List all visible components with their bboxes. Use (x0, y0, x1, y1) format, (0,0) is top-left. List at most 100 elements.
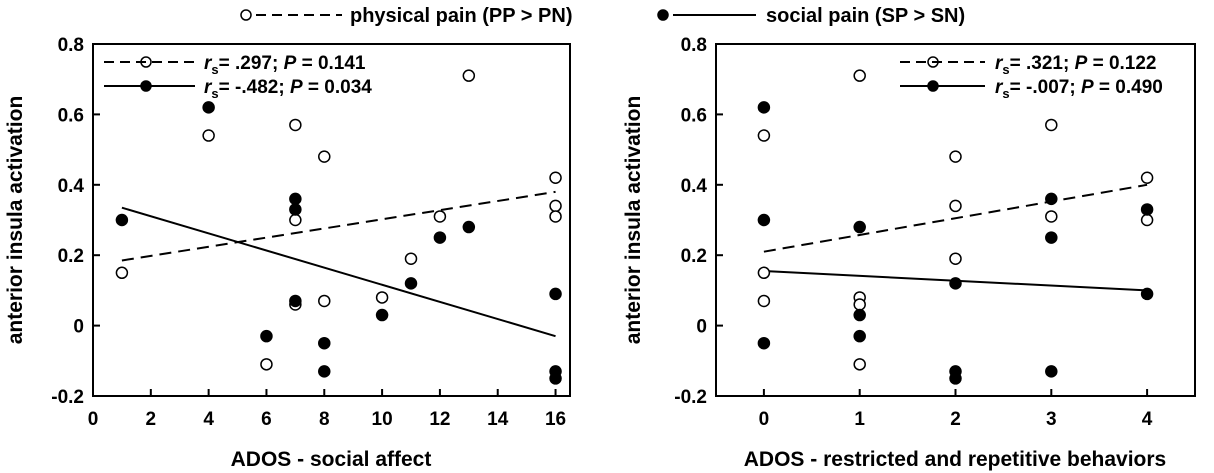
y-tick-label: -0.2 (674, 387, 707, 408)
social-data-point (853, 308, 866, 322)
x-tick-label: 4 (203, 409, 214, 430)
y-axis-title: anterior insula activation (622, 96, 645, 345)
physical-data-point (1140, 171, 1154, 185)
x-tick-label: 12 (429, 409, 450, 430)
physical-data-point (202, 129, 215, 142)
social-data-point (289, 294, 302, 308)
physical-fit-line (121, 190, 556, 262)
social-data-point (549, 287, 562, 301)
physical-data-point (404, 252, 418, 265)
y-tick-label: -0.2 (51, 387, 84, 408)
legend-physical-label: physical pain (PP > PN) (350, 5, 572, 27)
physical-data-point (462, 69, 476, 82)
x-tick-label: 0 (759, 409, 770, 430)
physical-data-point (949, 252, 962, 265)
social-data-point (115, 213, 129, 227)
social-data-point (318, 365, 331, 378)
y-tick-label: 0.6 (681, 105, 707, 126)
physical-data-point (1045, 118, 1058, 132)
chart-social-affect: anterior insula activation ADOS - social… (4, 35, 571, 471)
x-tick-label: 10 (372, 409, 393, 430)
y-tick-label: 0 (73, 317, 84, 338)
x-tick-label: 2 (950, 409, 961, 430)
physical-data-point (757, 266, 771, 280)
social-data-point (949, 372, 962, 385)
legend-physical-marker (240, 9, 252, 21)
stat-physical-r: .321 (1026, 53, 1063, 74)
physical-data-point (549, 210, 562, 223)
social-data-point (462, 220, 476, 234)
physical-data-point (289, 213, 302, 227)
x-axis-title: ADOS - social affect (231, 448, 432, 471)
social-data-point (1045, 192, 1058, 206)
stat-social-r: -.482 (235, 77, 278, 98)
stat-box: rs= .321; P = 0.122 rs= -.007; P = 0.490 (900, 53, 1163, 101)
social-data-point (853, 329, 866, 343)
social-data-point (757, 213, 771, 227)
y-tick-label: 0 (696, 317, 707, 338)
y-tick-label: 0.6 (58, 105, 84, 126)
physical-data-point (318, 294, 331, 308)
physical-data-point (115, 266, 129, 280)
social-data-point (549, 372, 562, 385)
physical-data-point (549, 199, 562, 213)
social-data-point (375, 308, 389, 322)
stat-social-r: -.007 (1026, 77, 1069, 98)
stat-physical-r: .297 (235, 53, 272, 74)
stat-box: rs= .297; P = 0.141 rs= -.482; P = 0.034 (104, 53, 372, 101)
physical-data-point (853, 358, 866, 371)
top-legend: physical pain (PP > PN) social pain (SP … (240, 5, 965, 27)
x-tick-label: 0 (88, 409, 99, 430)
social-data-point (853, 220, 866, 234)
legend-social-label: social pain (SP > SN) (766, 5, 965, 27)
physical-data-point (853, 298, 866, 311)
physical-data-point (260, 358, 273, 371)
social-data-point (757, 336, 771, 350)
social-data-point (260, 329, 273, 343)
physical-data-point (433, 210, 447, 223)
x-tick-label: 8 (319, 409, 330, 430)
x-tick-label: 3 (1046, 409, 1057, 430)
social-data-point (757, 101, 771, 114)
physical-data-point (318, 150, 331, 163)
physical-data-point (289, 118, 302, 132)
social-data-point (289, 203, 302, 216)
social-data-point (433, 231, 447, 244)
social-data-point (1045, 365, 1058, 378)
x-tick-label: 2 (146, 409, 157, 430)
y-tick-label: 0.8 (58, 35, 84, 56)
stat-physical-p: 0.122 (1109, 53, 1157, 74)
stat-social-text: rs= -.007; P = 0.490 (995, 77, 1163, 101)
physical-data-point (949, 150, 962, 163)
physical-data-point (375, 291, 389, 304)
physical-data-point (853, 69, 866, 82)
physical-data-point (757, 129, 771, 142)
x-tick-label: 4 (1142, 409, 1153, 430)
physical-data-point (549, 171, 562, 185)
social-data-point (1045, 231, 1058, 244)
x-tick-label: 14 (487, 409, 509, 430)
x-tick-label: 6 (261, 409, 272, 430)
x-tick-label: 1 (854, 409, 865, 430)
physical-data-point (949, 199, 962, 213)
plot-frame (92, 43, 571, 397)
physical-fit-line (763, 183, 1148, 253)
physical-data-point (757, 294, 771, 308)
physical-data-point (1140, 213, 1154, 227)
social-data-point (1140, 203, 1154, 216)
social-data-point (404, 277, 418, 290)
stat-physical-text: rs= .297; P = 0.141 (204, 53, 366, 77)
stat-physical-text: rs= .321; P = 0.122 (995, 53, 1157, 77)
social-data-point (289, 192, 302, 206)
y-tick-label: 0.2 (58, 246, 84, 267)
x-tick-label: 16 (545, 409, 566, 430)
y-tick-label: 0.4 (58, 176, 85, 197)
physical-data-point (1045, 210, 1058, 223)
y-tick-label: 0.2 (681, 246, 707, 267)
legend-social-marker (657, 9, 669, 21)
stat-social-p: 0.034 (324, 77, 372, 98)
y-axis-title: anterior insula activation (4, 96, 27, 345)
x-axis-title: ADOS - restricted and repetitive behavio… (744, 448, 1166, 471)
stat-social-text: rs= -.482; P = 0.034 (204, 77, 372, 101)
